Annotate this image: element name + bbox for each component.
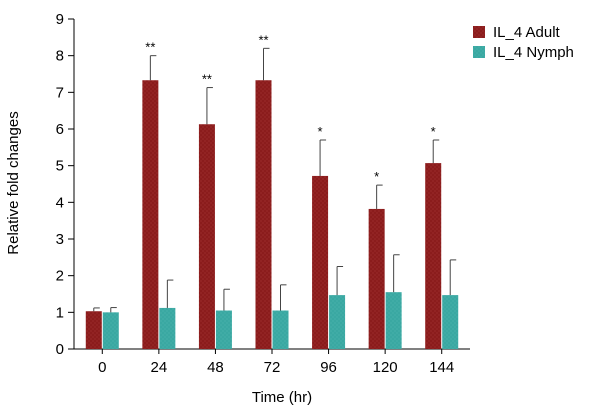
legend-swatch-adult (473, 26, 485, 38)
significance-marker: ** (202, 72, 212, 87)
bar-nymph (385, 292, 402, 349)
legend-label-adult: IL_4 Adult (493, 24, 561, 41)
x-tick-label: 72 (264, 359, 281, 376)
y-axis: 0 1 2 3 4 5 6 7 8 9 (56, 11, 75, 358)
significance-marker: * (318, 124, 323, 139)
bar-adult (198, 124, 215, 349)
significance-marker: * (374, 169, 379, 184)
x-tick-label: 144 (429, 359, 454, 376)
bar-nymph (102, 312, 119, 349)
x-tick-label: 120 (373, 359, 398, 376)
y-axis-label: Relative fold changes (5, 111, 22, 254)
y-tick-label: 4 (56, 194, 64, 211)
error-bars (93, 47, 457, 313)
bar-nymph (272, 310, 289, 349)
x-tick-label: 0 (98, 359, 106, 376)
bar-nymph (442, 295, 459, 349)
y-tick-label: 5 (56, 158, 64, 175)
x-axis: 0 24 48 72 96 120 144 (74, 348, 470, 376)
y-tick-label: 3 (56, 231, 64, 248)
bar-adult (142, 80, 159, 349)
significance-marker: * (431, 124, 436, 139)
bar-adult (425, 163, 442, 349)
bar-nymph (159, 307, 176, 349)
legend-label-nymph: IL_4 Nymph (493, 44, 574, 61)
x-tick-label: 24 (151, 359, 168, 376)
y-tick-label: 2 (56, 268, 64, 285)
legend: IL_4 Adult IL_4 Nymph (473, 24, 574, 61)
x-axis-label: Time (hr) (252, 389, 312, 406)
y-tick-label: 9 (56, 11, 64, 28)
bar-nymph (329, 295, 346, 349)
bar-adult (255, 80, 272, 349)
bar-adult (368, 208, 385, 349)
legend-swatch-nymph (473, 46, 485, 58)
y-tick-label: 8 (56, 48, 64, 65)
significance-markers: ********* (145, 32, 435, 184)
bar-nymph (215, 310, 232, 349)
y-tick-label: 0 (56, 341, 64, 358)
significance-marker: ** (145, 40, 155, 55)
bars (85, 80, 459, 349)
bar-adult (85, 311, 102, 349)
y-tick-label: 1 (56, 304, 64, 321)
bar-adult (312, 175, 329, 349)
x-tick-label: 96 (320, 359, 337, 376)
significance-marker: ** (258, 32, 268, 47)
y-tick-label: 7 (56, 84, 64, 101)
x-tick-label: 48 (207, 359, 224, 376)
y-tick-label: 6 (56, 121, 64, 138)
